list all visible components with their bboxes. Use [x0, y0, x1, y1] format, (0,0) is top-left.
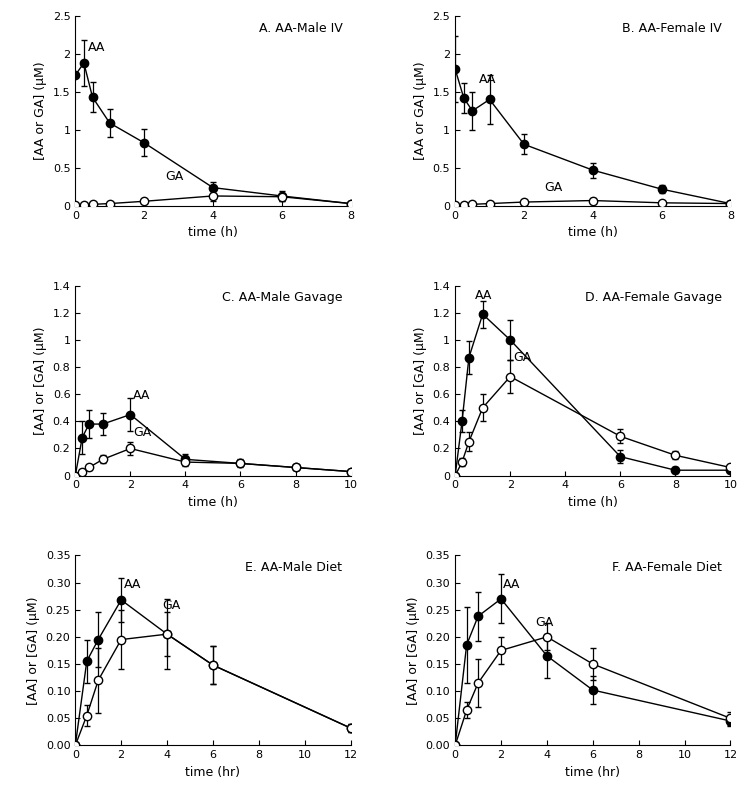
Text: AA: AA [133, 389, 151, 402]
Y-axis label: [AA] or [GA] (μM): [AA] or [GA] (μM) [34, 327, 47, 435]
X-axis label: time (hr): time (hr) [566, 766, 620, 779]
X-axis label: time (hr): time (hr) [185, 766, 240, 779]
Y-axis label: [AA] or [GA] (μM): [AA] or [GA] (μM) [414, 327, 427, 435]
Text: A. AA-Male IV: A. AA-Male IV [258, 21, 343, 35]
Text: AA: AA [479, 73, 497, 86]
Text: AA: AA [503, 578, 520, 591]
X-axis label: time (h): time (h) [568, 496, 617, 509]
Text: GA: GA [133, 426, 151, 439]
X-axis label: time (h): time (h) [568, 226, 617, 239]
Text: AA: AA [123, 578, 141, 591]
Y-axis label: [AA or GA] (μM): [AA or GA] (μM) [34, 62, 47, 160]
Text: D. AA-Female Gavage: D. AA-Female Gavage [585, 291, 722, 305]
Y-axis label: [AA or GA] (μM): [AA or GA] (μM) [414, 62, 427, 160]
Text: AA: AA [474, 289, 492, 302]
X-axis label: time (h): time (h) [188, 226, 238, 239]
Text: E. AA-Male Diet: E. AA-Male Diet [245, 561, 343, 574]
Text: GA: GA [163, 600, 181, 612]
Text: GA: GA [165, 170, 183, 183]
Text: C. AA-Male Gavage: C. AA-Male Gavage [222, 291, 343, 305]
Text: AA: AA [88, 41, 105, 54]
Text: GA: GA [513, 351, 531, 364]
Text: GA: GA [535, 615, 553, 629]
Text: B. AA-Female IV: B. AA-Female IV [623, 21, 722, 35]
Y-axis label: [AA] or [GA] (μM): [AA] or [GA] (μM) [27, 596, 40, 705]
X-axis label: time (h): time (h) [188, 496, 238, 509]
Y-axis label: [AA] or [GA] (μM): [AA] or [GA] (μM) [407, 596, 420, 705]
Text: GA: GA [544, 181, 562, 193]
Text: F. AA-Female Diet: F. AA-Female Diet [612, 561, 722, 574]
